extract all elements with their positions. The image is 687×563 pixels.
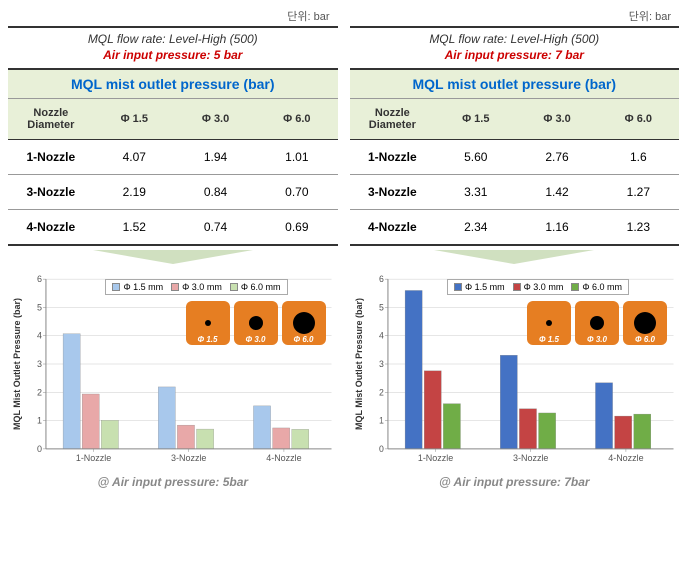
chart-legend: Φ 1.5 mm Φ 3.0 mm Φ 6.0 mm — [105, 279, 287, 295]
col-header: Φ 1.5 — [94, 99, 175, 140]
svg-text:3-Nozzle: 3-Nozzle — [513, 453, 548, 463]
down-arrow-icon — [350, 250, 680, 269]
unit-label: 단위: bar — [350, 8, 680, 24]
right-panel: 단위: bar MQL flow rate: Level-High (500) Ai… — [350, 8, 680, 489]
svg-text:5: 5 — [37, 302, 42, 312]
table-title: MQL mist outlet pressure (bar) — [350, 69, 680, 99]
nozzle-images: Φ 1.5Φ 3.0Φ 6.0 — [186, 301, 326, 345]
nozzle-image-icon: Φ 3.0 — [575, 301, 619, 345]
table-row: 4-Nozzle2.341.161.23 — [350, 210, 680, 246]
data-cell: 1.27 — [598, 175, 679, 210]
data-cell: 1.6 — [598, 140, 679, 175]
nozzle-image-icon: Φ 6.0 — [282, 301, 326, 345]
data-cell: 1.42 — [516, 175, 597, 210]
nozzle-image-icon: Φ 1.5 — [527, 301, 571, 345]
legend-item: Φ 1.5 mm — [454, 282, 505, 292]
svg-text:0: 0 — [378, 444, 383, 454]
svg-text:0: 0 — [37, 444, 42, 454]
data-cell: 1.01 — [256, 140, 337, 175]
chart-caption: @ Air input pressure: 5bar — [8, 475, 338, 489]
legend-item: Φ 3.0 mm — [513, 282, 564, 292]
header-box: MQL flow rate: Level-High (500) Air input… — [350, 26, 680, 68]
chart-legend: Φ 1.5 mm Φ 3.0 mm Φ 6.0 mm — [447, 279, 629, 295]
svg-text:3-Nozzle: 3-Nozzle — [171, 453, 206, 463]
svg-text:6: 6 — [378, 274, 383, 284]
air-pressure-text: Air input pressure: 7 bar — [350, 48, 680, 62]
bar-chart: 0 1 2 3 4 5 6 1-Nozzle 3-Nozzle 4-Nozzle MQL Mist … — [350, 273, 680, 473]
bar-chart: 0 1 2 3 4 5 6 1-Nozzle 3-Nozzle 4-Nozzle MQL Mist … — [8, 273, 338, 473]
table-row: 4-Nozzle1.520.740.69 — [8, 210, 338, 246]
svg-text:4: 4 — [378, 331, 383, 341]
header-box: MQL flow rate: Level-High (500) Air input… — [8, 26, 338, 68]
table-row: 3-Nozzle2.190.840.70 — [8, 175, 338, 210]
main-container: 단위: bar MQL flow rate: Level-High (500) Ai… — [8, 8, 679, 489]
legend-item: Φ 6.0 mm — [230, 282, 281, 292]
air-pressure-text: Air input pressure: 5 bar — [8, 48, 338, 62]
nozzle-image-icon: Φ 3.0 — [234, 301, 278, 345]
data-cell: 2.19 — [94, 175, 175, 210]
svg-text:4-Nozzle: 4-Nozzle — [608, 453, 643, 463]
row-head: 4-Nozzle — [350, 210, 436, 246]
row-head: 1-Nozzle — [8, 140, 94, 175]
svg-text:1-Nozzle: 1-Nozzle — [76, 453, 111, 463]
svg-text:5: 5 — [378, 302, 383, 312]
col-header: Φ 1.5 — [435, 99, 516, 140]
svg-text:3: 3 — [37, 359, 42, 369]
nozzle-images: Φ 1.5Φ 3.0Φ 6.0 — [527, 301, 667, 345]
data-cell: 1.23 — [598, 210, 679, 246]
col-header: Φ 3.0 — [516, 99, 597, 140]
data-cell: 1.16 — [516, 210, 597, 246]
svg-text:3: 3 — [378, 359, 383, 369]
chart-caption: @ Air input pressure: 7bar — [350, 475, 680, 489]
data-cell: 0.74 — [175, 210, 256, 246]
col-header: NozzleDiameter — [8, 99, 94, 140]
row-head: 3-Nozzle — [8, 175, 94, 210]
svg-text:1: 1 — [378, 416, 383, 426]
data-cell: 2.34 — [435, 210, 516, 246]
nozzle-image-icon: Φ 1.5 — [186, 301, 230, 345]
svg-text:2: 2 — [378, 387, 383, 397]
data-table: MQL mist outlet pressure (bar)NozzleDiam… — [350, 68, 680, 246]
svg-text:4-Nozzle: 4-Nozzle — [266, 453, 301, 463]
svg-text:MQL Mist Outlet Pressure (bar): MQL Mist Outlet Pressure (bar) — [353, 298, 363, 430]
row-head: 4-Nozzle — [8, 210, 94, 246]
unit-label: 단위: bar — [8, 8, 338, 24]
legend-item: Φ 6.0 mm — [571, 282, 622, 292]
data-cell: 2.76 — [516, 140, 597, 175]
data-cell: 4.07 — [94, 140, 175, 175]
col-header: Φ 6.0 — [598, 99, 679, 140]
data-cell: 1.94 — [175, 140, 256, 175]
table-row: 1-Nozzle5.602.761.6 — [350, 140, 680, 175]
flow-rate-text: MQL flow rate: Level-High (500) — [350, 32, 680, 46]
svg-text:6: 6 — [37, 274, 42, 284]
flow-rate-text: MQL flow rate: Level-High (500) — [8, 32, 338, 46]
data-cell: 1.52 — [94, 210, 175, 246]
data-cell: 0.70 — [256, 175, 337, 210]
row-head: 3-Nozzle — [350, 175, 436, 210]
col-header: Φ 3.0 — [175, 99, 256, 140]
nozzle-image-icon: Φ 6.0 — [623, 301, 667, 345]
col-header: Φ 6.0 — [256, 99, 337, 140]
svg-text:2: 2 — [37, 387, 42, 397]
left-panel: 단위: bar MQL flow rate: Level-High (500) Ai… — [8, 8, 338, 489]
down-arrow-icon — [8, 250, 338, 269]
table-row: 3-Nozzle3.311.421.27 — [350, 175, 680, 210]
svg-text:4: 4 — [37, 331, 42, 341]
data-cell: 0.69 — [256, 210, 337, 246]
svg-text:1-Nozzle: 1-Nozzle — [417, 453, 452, 463]
svg-text:MQL Mist Outlet Pressure (bar): MQL Mist Outlet Pressure (bar) — [12, 298, 22, 430]
data-cell: 3.31 — [435, 175, 516, 210]
col-header: NozzleDiameter — [350, 99, 436, 140]
table-title: MQL mist outlet pressure (bar) — [8, 69, 338, 99]
data-table: MQL mist outlet pressure (bar)NozzleDiam… — [8, 68, 338, 246]
data-cell: 0.84 — [175, 175, 256, 210]
table-row: 1-Nozzle4.071.941.01 — [8, 140, 338, 175]
legend-item: Φ 1.5 mm — [112, 282, 163, 292]
data-cell: 5.60 — [435, 140, 516, 175]
svg-text:1: 1 — [37, 416, 42, 426]
row-head: 1-Nozzle — [350, 140, 436, 175]
legend-item: Φ 3.0 mm — [171, 282, 222, 292]
